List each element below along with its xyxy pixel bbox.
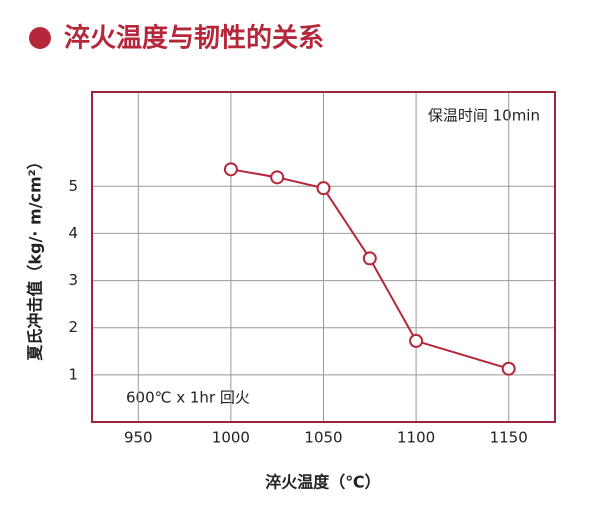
y-tick-label: 5 — [68, 177, 78, 195]
x-tick-label: 1100 — [397, 429, 435, 447]
x-axis-label: 淬火温度（℃） — [265, 473, 380, 492]
data-point — [362, 251, 377, 266]
data-point — [501, 361, 516, 376]
x-tick-label: 1150 — [490, 429, 528, 447]
y-tick-label: 1 — [68, 365, 78, 383]
chart-title: 淬火温度与韧性的关系 — [64, 23, 324, 54]
y-tick-label: 2 — [68, 318, 78, 336]
x-tick-label: 950 — [124, 429, 153, 447]
title-bullet — [29, 27, 51, 49]
plot-frame — [91, 91, 556, 423]
data-point — [223, 162, 238, 177]
data-point — [316, 181, 331, 196]
annotation: 600℃ x 1hr 回火 — [126, 389, 250, 407]
y-tick-label: 3 — [68, 271, 78, 289]
data-point — [270, 170, 285, 185]
y-axis-label: 夏氏冲击值（kg/· m/cm²） — [26, 153, 45, 361]
annotation: 保温时间 10min — [428, 107, 540, 125]
data-point — [409, 333, 424, 348]
x-tick-label: 1050 — [304, 429, 342, 447]
y-tick-label: 4 — [68, 224, 78, 242]
x-tick-label: 1000 — [212, 429, 250, 447]
data-line — [230, 168, 509, 370]
